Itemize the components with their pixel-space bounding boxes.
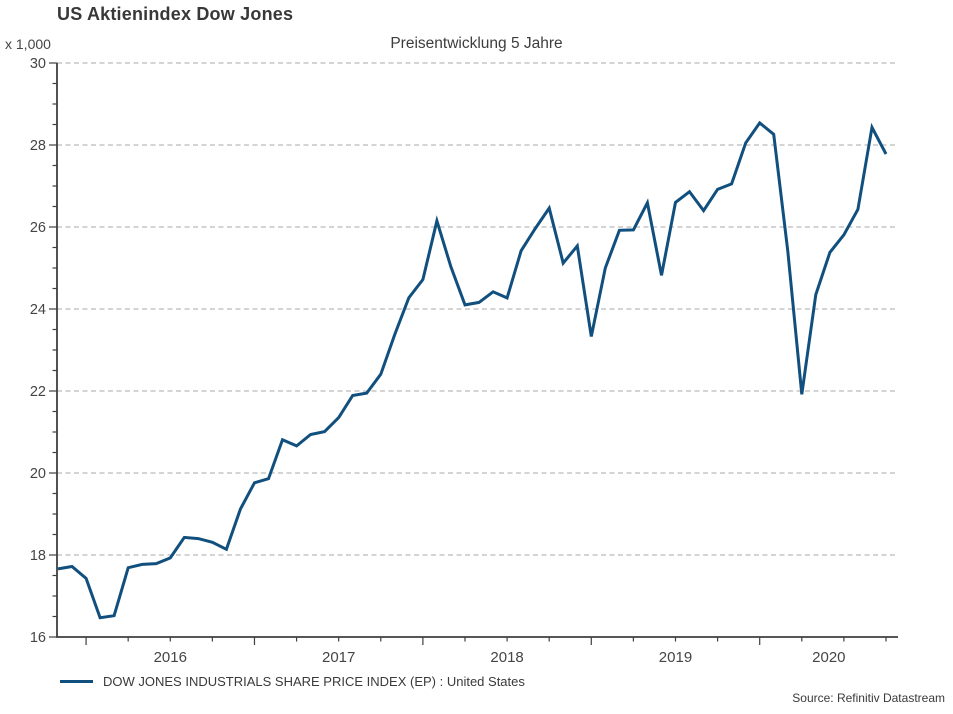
x-tick-label: 2017 (322, 649, 355, 666)
y-tick-label: 22 (30, 384, 46, 400)
y-axis-units-label: x 1,000 (5, 36, 51, 52)
source-credit: Source: Refinitiv Datastream (792, 691, 945, 705)
y-tick-label: 20 (30, 466, 46, 482)
legend-label: DOW JONES INDUSTRIALS SHARE PRICE INDEX … (103, 674, 525, 689)
page-title: US Aktienindex Dow Jones (57, 4, 294, 24)
y-tick-label: 28 (30, 138, 46, 154)
legend-line-swatch (60, 679, 93, 684)
y-tick-label: 18 (30, 548, 46, 564)
y-tick-label: 26 (30, 220, 46, 236)
chart-subtitle: Preisentwicklung 5 Jahre (390, 35, 563, 52)
x-tick-label: 2016 (154, 649, 187, 666)
x-tick-label: 2020 (812, 649, 845, 666)
x-tick-label: 2018 (490, 649, 523, 666)
y-tick-label: 30 (30, 56, 46, 72)
y-tick-label: 16 (30, 630, 46, 646)
y-tick-label: 24 (30, 302, 46, 318)
legend: DOW JONES INDUSTRIALS SHARE PRICE INDEX … (60, 674, 525, 689)
price-line (57, 120, 888, 620)
x-tick-label: 2019 (659, 649, 692, 666)
